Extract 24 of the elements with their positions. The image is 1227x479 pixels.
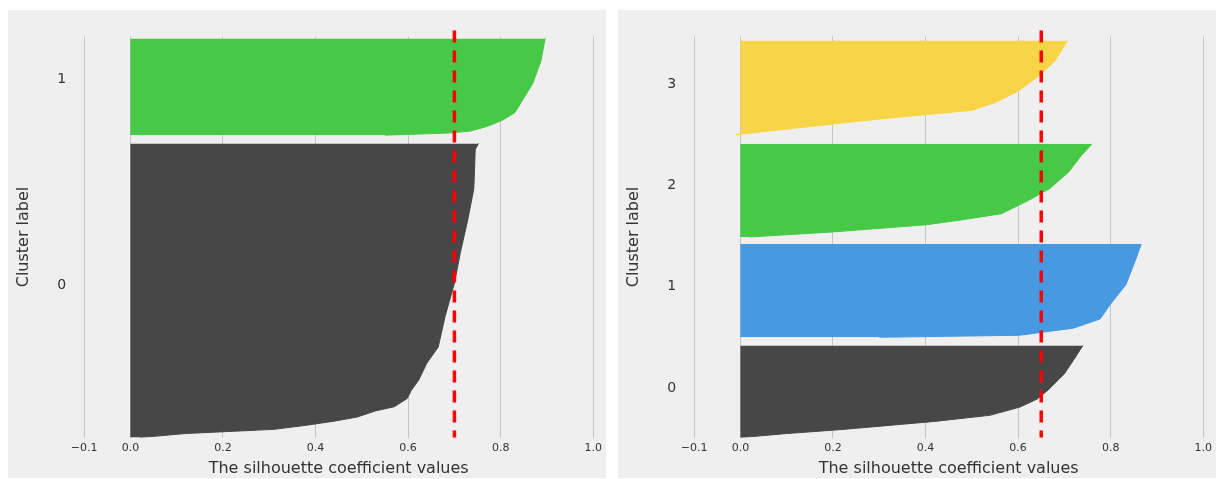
y-tick-label: 1 bbox=[57, 70, 67, 87]
x-axis-title: The silhouette coefficient values bbox=[817, 457, 1079, 477]
x-tick-label: 0.8 bbox=[491, 441, 510, 455]
x-tick-label: 0.6 bbox=[399, 441, 417, 455]
x-tick-label: 0.0 bbox=[731, 441, 750, 455]
x-tick-label: 1.0 bbox=[1194, 441, 1212, 455]
y-tick-label: 2 bbox=[667, 175, 677, 192]
x-tick-label: 1.0 bbox=[584, 441, 602, 455]
x-tick-label: 0.2 bbox=[824, 441, 842, 455]
x-tick-label: 0.4 bbox=[916, 441, 935, 455]
x-tick-label: 0.2 bbox=[214, 441, 232, 455]
y-tick-label: 0 bbox=[667, 378, 677, 395]
x-axis-title: The silhouette coefficient values bbox=[207, 457, 469, 477]
y-tick-label: 3 bbox=[667, 74, 677, 91]
x-tick-label: 0.4 bbox=[306, 441, 325, 455]
x-tick-label: 0.8 bbox=[1101, 441, 1120, 455]
y-tick-label: 0 bbox=[57, 275, 67, 292]
y-axis-title: Cluster label bbox=[622, 186, 642, 288]
y-tick-label: 1 bbox=[667, 277, 677, 294]
x-tick-label: 0.0 bbox=[121, 441, 140, 455]
x-tick-label: −0.1 bbox=[70, 441, 98, 455]
y-axis-title: Cluster label bbox=[12, 186, 32, 288]
x-tick-label: 0.6 bbox=[1009, 441, 1027, 455]
x-tick-label: −0.1 bbox=[680, 441, 708, 455]
